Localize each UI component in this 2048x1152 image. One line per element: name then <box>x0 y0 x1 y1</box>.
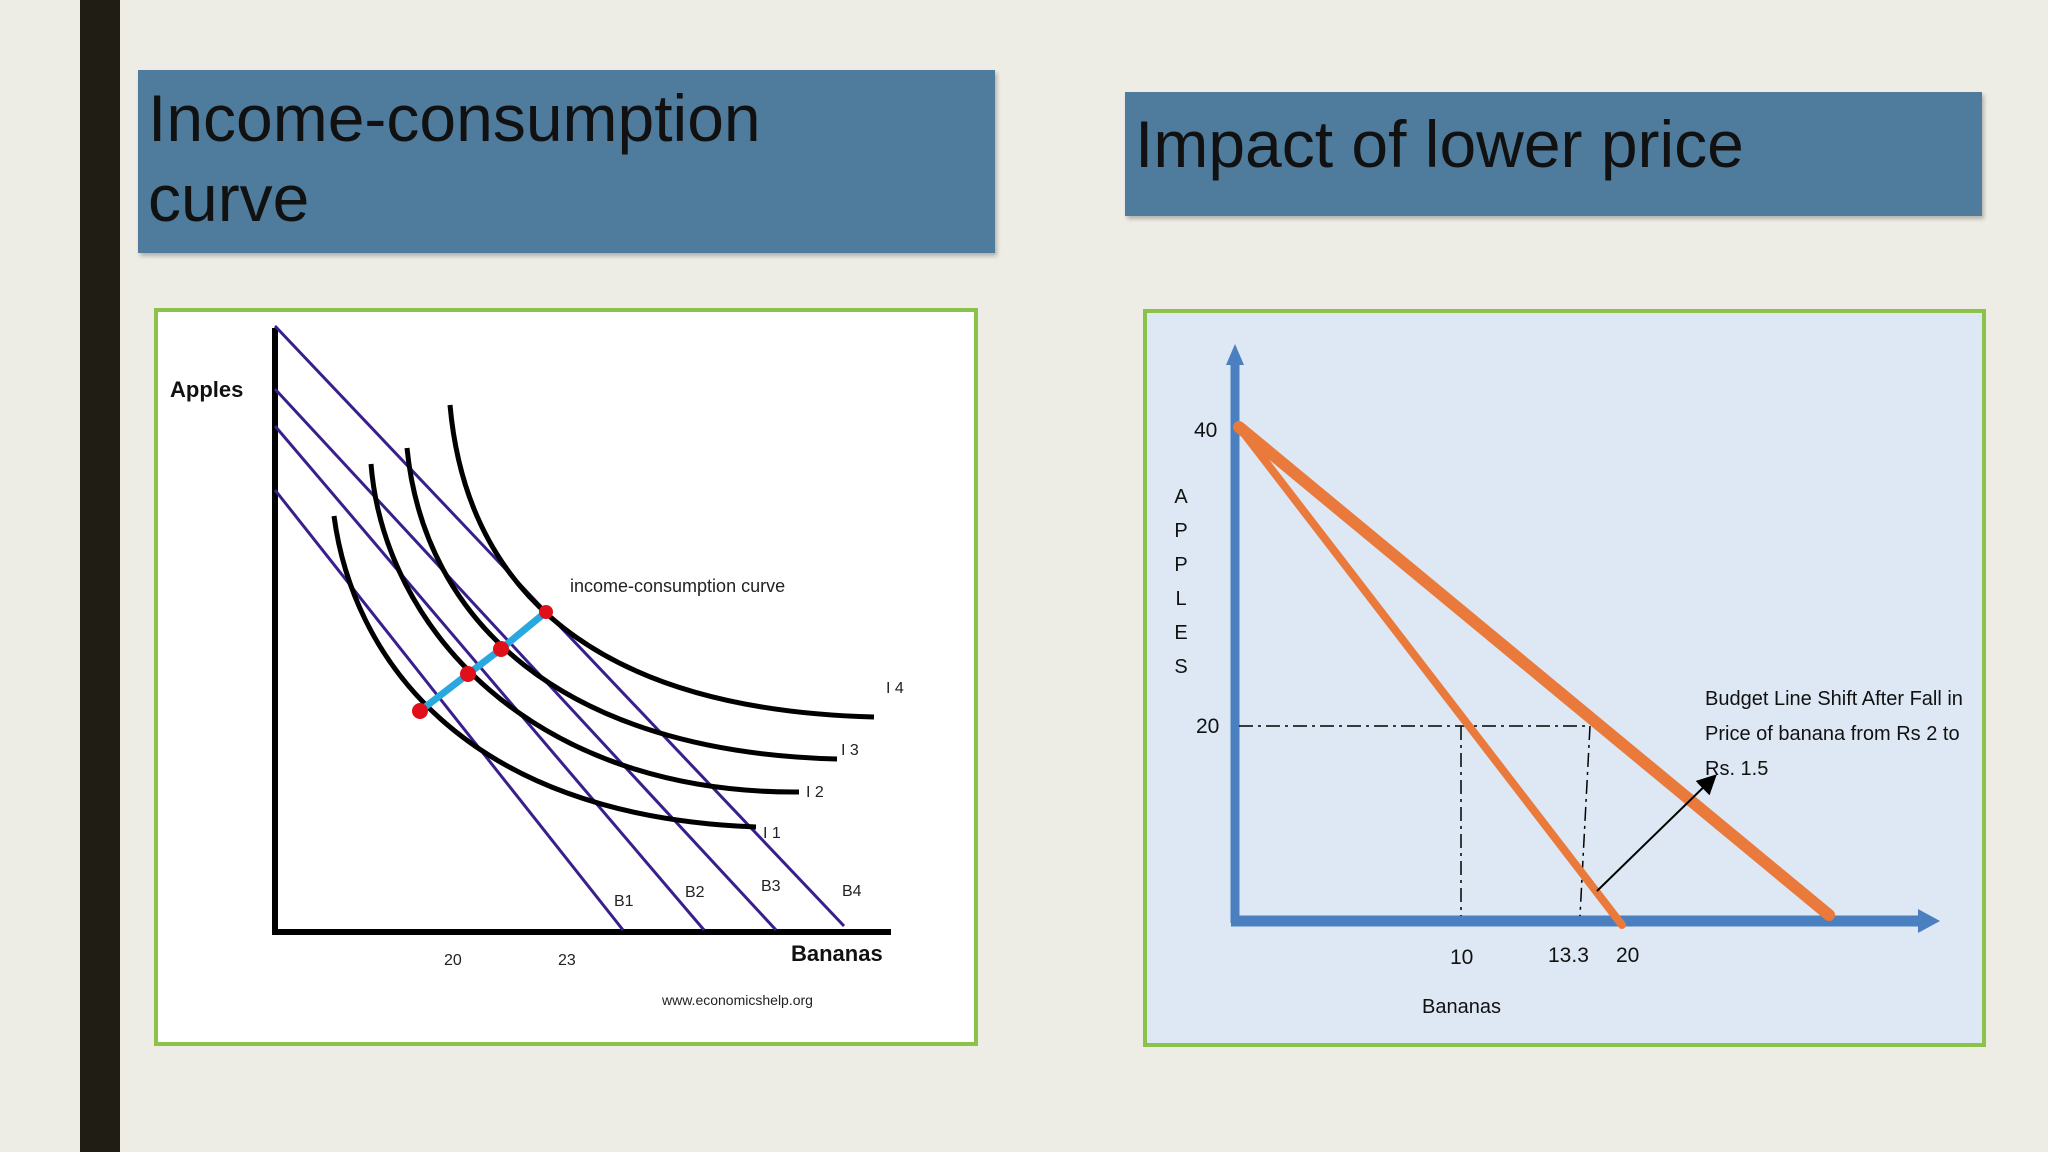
slide-accent-bar <box>80 0 120 1152</box>
x-tick-10: 10 <box>1450 946 1473 969</box>
right-title: Impact of lower price <box>1135 107 1744 181</box>
new-budget-line <box>1233 421 1835 921</box>
label-i2: I 2 <box>806 784 824 801</box>
y-axis-label-letter: S <box>1174 656 1187 678</box>
y-axis-label-letter: A <box>1174 486 1188 508</box>
x-axis-label: Bananas <box>1422 996 1501 1018</box>
indifference-curve-i4 <box>447 404 875 720</box>
left-title-box: Income-consumption curve <box>138 70 995 253</box>
original-budget-line <box>1235 423 1626 929</box>
budget-line-b2 <box>273 425 706 931</box>
y-axis-label-letter: P <box>1174 554 1187 576</box>
y-axis-label-letter: P <box>1174 520 1187 542</box>
label-b2: B2 <box>685 884 705 901</box>
indifference-curve-i2 <box>368 463 800 795</box>
y-axis-label: Apples <box>170 377 243 402</box>
label-i1: I 1 <box>763 825 781 842</box>
right-title-box: Impact of lower price <box>1125 92 1982 216</box>
icc-svg: Apples Bananas income-consumption curve … <box>170 324 904 1008</box>
indifference-curve-i1 <box>331 515 757 830</box>
y-axis-arrowhead <box>1226 344 1244 365</box>
left-title: Income-consumption curve <box>148 81 761 235</box>
y-axis-label-letter: L <box>1175 588 1186 610</box>
source-credit: www.economicshelp.org <box>661 992 813 1008</box>
tangency-point-2 <box>460 666 476 682</box>
shift-arrow <box>1596 774 1717 892</box>
label-b1: B1 <box>614 893 634 910</box>
label-b4: B4 <box>842 883 862 900</box>
y-tick-20: 20 <box>1196 715 1219 738</box>
x-axis-arrowhead <box>1918 909 1940 933</box>
x-tick-23: 23 <box>558 952 576 969</box>
label-i3: I 3 <box>841 742 859 759</box>
reference-line-13-3 <box>1579 725 1591 917</box>
budget-line-b3 <box>273 387 778 932</box>
tangency-point-1 <box>412 703 428 719</box>
y-axis-label-letter: E <box>1174 622 1187 644</box>
annotation-line-3: Rs. 1.5 <box>1705 758 1768 780</box>
x-axis-label: Bananas <box>791 941 883 966</box>
icc-annotation: income-consumption curve <box>570 576 785 596</box>
label-i4: I 4 <box>886 680 904 697</box>
income-consumption-diagram: Apples Bananas income-consumption curve … <box>154 308 978 1046</box>
annotation-line-2: Price of banana from Rs 2 to <box>1705 723 1960 745</box>
indifference-curve-i3 <box>404 447 838 762</box>
x-tick-20: 20 <box>444 952 462 969</box>
x-tick-13-3: 13.3 <box>1548 944 1589 967</box>
tangency-point-3 <box>493 641 509 657</box>
label-b3: B3 <box>761 878 781 895</box>
tangency-point-4 <box>539 605 553 619</box>
income-consumption-curve <box>417 609 549 714</box>
budget-line-b1 <box>273 489 625 931</box>
x-tick-20: 20 <box>1616 944 1639 967</box>
annotation-line-1: Budget Line Shift After Fall in <box>1705 688 1963 710</box>
y-tick-40: 40 <box>1194 419 1217 442</box>
